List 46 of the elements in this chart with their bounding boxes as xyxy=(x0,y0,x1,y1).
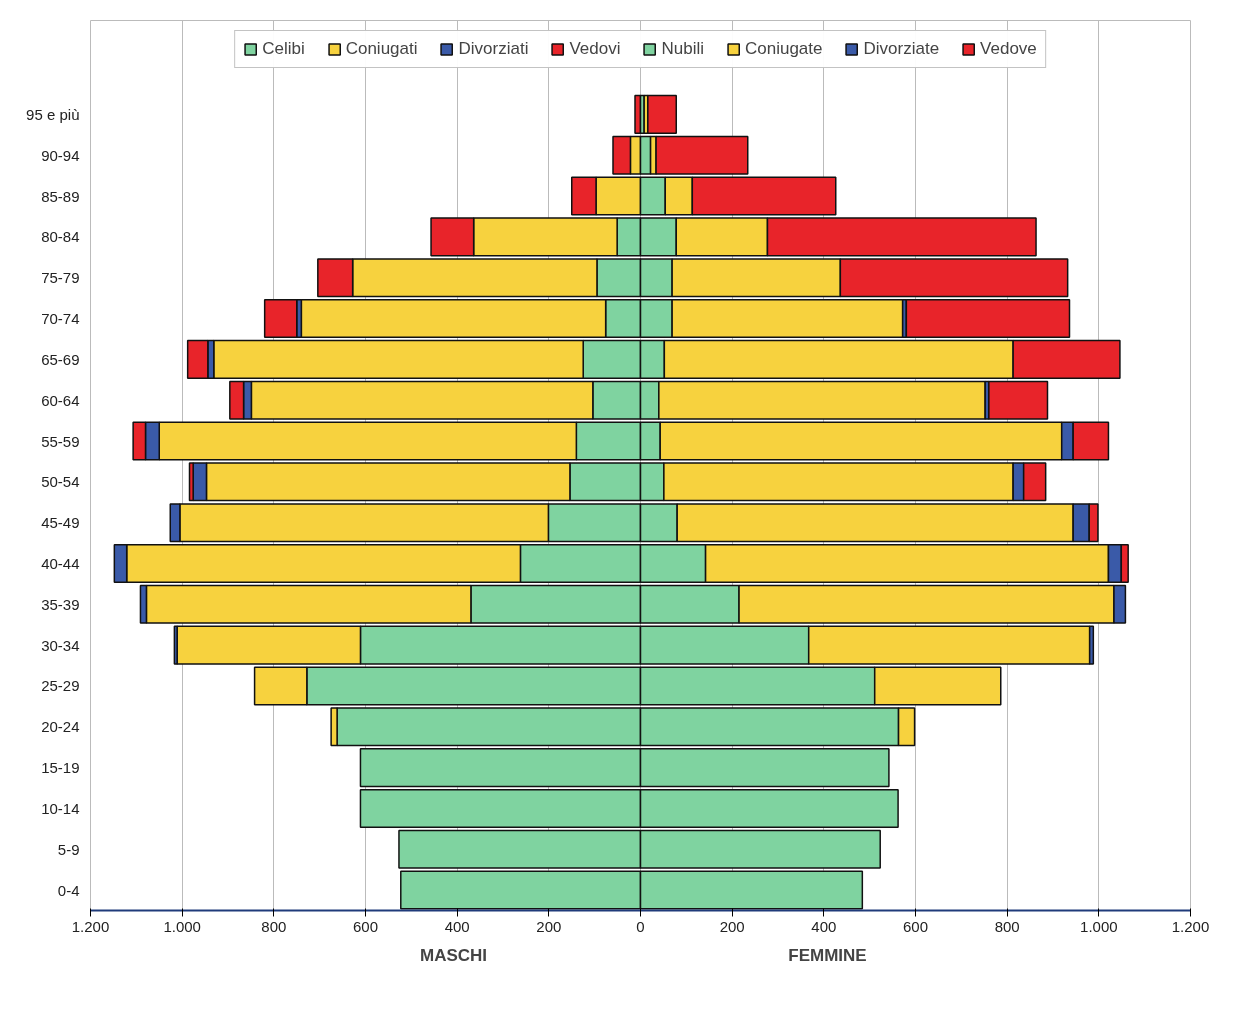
x-tick-label: 1.200 xyxy=(71,917,110,935)
text: FEMMINE xyxy=(788,945,867,965)
y-tick-label: 50-54 xyxy=(41,473,80,491)
y-tick-label: 35-39 xyxy=(41,595,80,613)
y-tick-label: 80-84 xyxy=(41,228,80,246)
y-tick-label: 90-94 xyxy=(41,146,80,164)
y-tick-label: 75-79 xyxy=(41,269,80,287)
x-tick-label: 200 xyxy=(719,917,745,935)
x-tick-label: 1.000 xyxy=(1080,917,1118,935)
y-tick-label: 70-74 xyxy=(41,310,80,328)
y-tick-label: 85-89 xyxy=(41,187,80,205)
bar xyxy=(647,94,677,134)
legend-label: Nubili xyxy=(661,39,704,59)
legend-label: Celibi xyxy=(262,39,305,59)
legend-label: Coniugati xyxy=(345,39,418,59)
y-tick-label: 40-44 xyxy=(41,554,80,572)
x-tick-label: 1.200 xyxy=(1171,917,1210,935)
x-tick-label: 600 xyxy=(352,917,379,935)
bar xyxy=(905,299,1071,339)
y-tick-label: 65-69 xyxy=(41,350,80,368)
text: MASCHI xyxy=(419,945,488,965)
x-tick-label: 400 xyxy=(811,917,837,935)
legend-label: Coniugate xyxy=(745,39,823,59)
y-tick-label: 25-29 xyxy=(41,677,80,695)
y-tick-label: 15-19 xyxy=(41,759,80,777)
x-tick-label: 600 xyxy=(902,917,929,935)
x-tick-label: 200 xyxy=(536,917,562,935)
legend-label: Divorziate xyxy=(863,39,940,59)
y-tick-label: 60-64 xyxy=(41,391,80,409)
y-tick-label: 5-9 xyxy=(57,840,80,858)
x-tick-label: 800 xyxy=(994,917,1020,935)
y-tick-label: 55-59 xyxy=(41,432,80,450)
y-tick-label: 95 e più xyxy=(26,105,80,123)
legend-label: Vedove xyxy=(980,39,1037,59)
legend-label: Vedovi xyxy=(569,39,621,59)
x-tick-label: 0 xyxy=(636,917,645,935)
y-tick-label: 30-34 xyxy=(41,636,80,654)
y-tick-label: 20-24 xyxy=(41,718,80,736)
x-tick-label: 400 xyxy=(444,917,470,935)
x-tick-label: 800 xyxy=(261,917,287,935)
bar xyxy=(263,299,298,339)
y-tick-label: 0-4 xyxy=(57,881,80,899)
y-tick-label: 10-14 xyxy=(41,799,80,817)
y-tick-label: 45-49 xyxy=(41,514,80,532)
x-tick-label: 1.000 xyxy=(163,917,201,935)
legend-label: Divorziati xyxy=(458,39,529,59)
